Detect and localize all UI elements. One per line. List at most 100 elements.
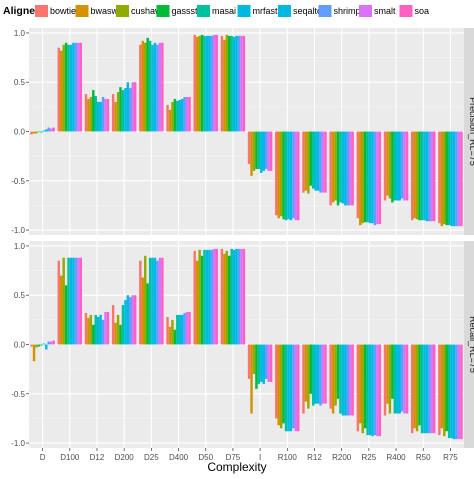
legend-label-masai: masai <box>212 6 236 16</box>
bar-cushaw2-D12 <box>89 314 93 345</box>
bar-bwasw-I <box>250 131 253 176</box>
bar-shrimp2-R25 <box>373 344 377 436</box>
bar-bwasw-R75 <box>440 344 444 429</box>
bar-bowtie2-R200 <box>329 344 332 409</box>
bar-gassst-D75 <box>228 35 231 132</box>
bar-cushaw2-I <box>252 344 256 375</box>
x-tick-label-D400: D400 <box>169 453 189 462</box>
bar-cushaw2-D400 <box>171 101 174 132</box>
legend-label-bwasw: bwasw <box>91 6 119 16</box>
bar-cushaw2-D12 <box>89 97 93 132</box>
bar-bowtie2-D25 <box>139 260 142 345</box>
bar-smalt-D12 <box>104 98 107 132</box>
bar-gassst-R12 <box>309 131 313 186</box>
bar-seqalto-D <box>45 129 48 132</box>
x-axis: D D100 D12 D200 D25 D400 D50 D75 I R100 R12 R200 R25… <box>40 448 458 462</box>
bar-bwasw-R12 <box>304 344 308 402</box>
bar-soa-D100 <box>79 257 83 345</box>
bar-shrimp2-R50 <box>428 344 431 434</box>
bar-gassst-R400 <box>391 131 394 203</box>
bar-gassst-D25 <box>146 283 149 345</box>
y-tick-label: 1.0 <box>14 29 26 38</box>
bar-shrimp2-D200 <box>129 88 132 132</box>
bar-bowtie2-R25 <box>356 344 360 432</box>
bar-shrimp2-R25 <box>373 131 377 226</box>
bar-mrfast-D12 <box>96 316 100 345</box>
bar-masai-R100 <box>284 131 288 221</box>
bar-bowtie2-R12 <box>302 131 305 193</box>
y-tick-label: 1.0 <box>14 242 26 251</box>
bar-seqalto-D25 <box>153 257 157 345</box>
legend-label-soa: soa <box>415 6 430 16</box>
bar-bowtie2-D75 <box>220 248 224 345</box>
bar-cushaw2-R50 <box>415 131 419 220</box>
bar-soa-D400 <box>188 97 191 132</box>
bar-mrfast-D100 <box>69 257 73 345</box>
bar-gassst-R200 <box>336 344 340 399</box>
bar-bowtie2-D400 <box>166 316 169 345</box>
bar-masai-D400 <box>176 314 179 345</box>
bar-smalt-R100 <box>294 344 298 432</box>
bar-seqalto-R12 <box>316 131 320 191</box>
bar-soa-D <box>52 127 55 132</box>
x-tick-label-R12: R12 <box>307 453 322 462</box>
bar-gassst-I <box>255 131 258 169</box>
bar-seqalto-I <box>262 344 265 384</box>
bar-gassst-D25 <box>146 37 149 132</box>
legend-key-shrimp2 <box>318 5 332 17</box>
bar-mrfast-R50 <box>423 344 426 434</box>
bar-masai-D100 <box>67 257 70 345</box>
bar-soa-I <box>269 344 273 382</box>
x-tick-label-R50: R50 <box>416 453 431 462</box>
legend-key-smalt <box>359 5 372 17</box>
bar-soa-D400 <box>188 311 191 345</box>
legend-label-bowtie2: bowtie2 <box>50 6 81 16</box>
bar-smalt-R75 <box>457 131 461 227</box>
bar-shrimp2-R200 <box>346 131 349 206</box>
bar-bowtie2-D50 <box>193 250 196 345</box>
bar-bwasw-D400 <box>168 109 172 132</box>
bar-gassst-D75 <box>228 255 231 345</box>
bar-mrfast-R200 <box>341 131 345 204</box>
bar-seqalto-R25 <box>371 131 374 224</box>
bar-masai-D12 <box>94 314 97 345</box>
bar-mrfast-R100 <box>287 131 290 220</box>
legend: Aligner bowtie2 bwasw cushaw2 gassst masai mr… <box>3 5 429 17</box>
bar-soa-D50 <box>215 248 218 345</box>
bar-soa-R25 <box>378 344 382 437</box>
bar-mrfast-D25 <box>151 44 154 132</box>
panels: 1.0 0.5 0.0 -0.5 -1.0 Precision_RL=75 1.0 0.5 0.… <box>11 28 474 448</box>
bar-shrimp2-R400 <box>400 344 404 412</box>
bar-masai-R12 <box>312 344 315 406</box>
bar-shrimp2-D50 <box>210 249 214 345</box>
bar-soa-R25 <box>378 131 382 225</box>
panel-1: 1.0 0.5 0.0 -0.5 -1.0 Precision_RL=75 <box>11 28 474 235</box>
bar-gassst-I <box>255 344 258 389</box>
bar-smalt-D75 <box>240 35 243 132</box>
bar-seqalto-R400 <box>398 344 401 414</box>
bar-masai-R75 <box>447 344 451 439</box>
bar-gassst-D12 <box>92 324 95 345</box>
bar-gassst-D400 <box>173 329 177 345</box>
bar-seqalto-R75 <box>452 131 456 227</box>
x-tick-label-I: I <box>259 453 261 462</box>
bar-bowtie2-R400 <box>383 344 387 416</box>
bar-bwasw-D25 <box>141 277 145 345</box>
bar-masai-D <box>40 344 43 346</box>
bar-gassst-D100 <box>64 285 68 345</box>
bar-soa-D25 <box>161 42 164 132</box>
x-tick-label-D: D <box>40 453 46 462</box>
bar-bwasw-R50 <box>413 344 416 429</box>
bar-seqalto-R200 <box>344 131 347 206</box>
x-axis-title: Complexity <box>207 460 266 474</box>
bar-shrimp2-R12 <box>319 131 322 193</box>
bar-bwasw-D400 <box>168 326 172 345</box>
bar-shrimp2-I <box>264 131 268 169</box>
bar-smalt-D25 <box>158 257 162 345</box>
bar-gassst-R200 <box>336 131 340 206</box>
bar-bowtie2-D50 <box>193 34 196 132</box>
bar-cushaw2-D200 <box>116 92 120 132</box>
bar-bwasw-R400 <box>386 131 389 196</box>
bar-smalt-D100 <box>77 42 80 132</box>
x-tick-label-D75: D75 <box>226 453 241 462</box>
